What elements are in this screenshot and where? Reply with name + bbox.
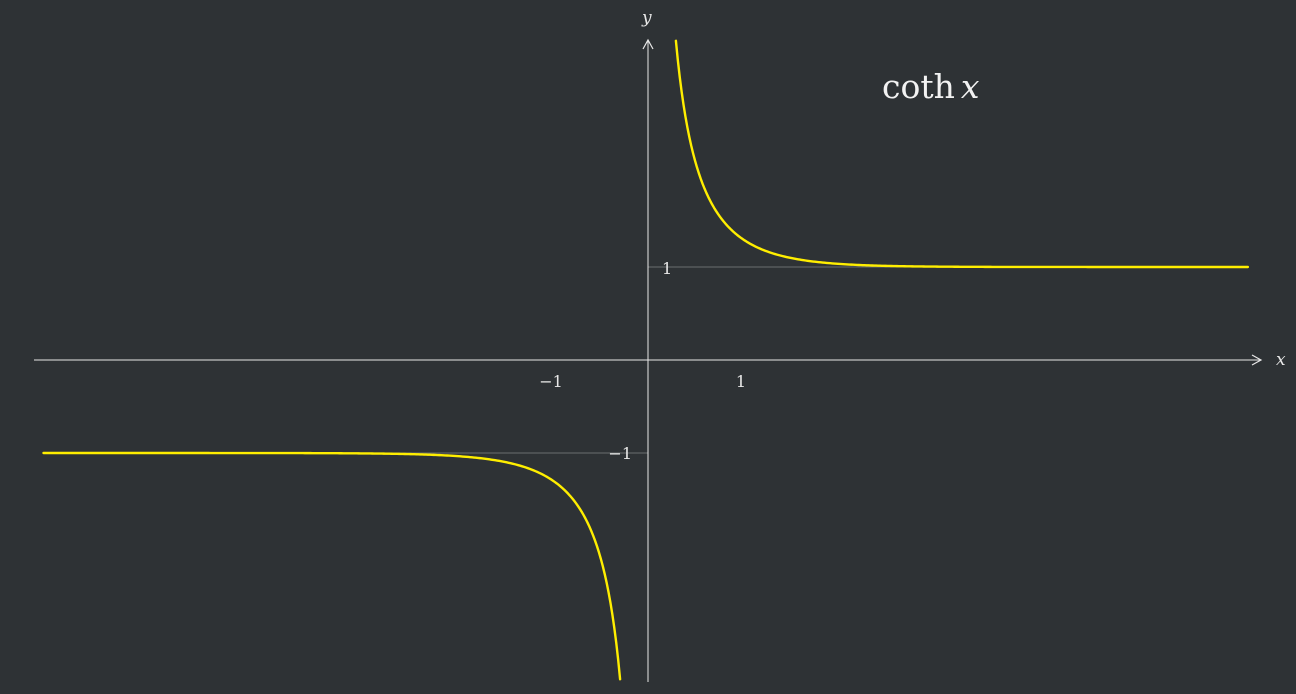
y-tick-label-neg1: −1 <box>608 444 632 463</box>
y-axis-label: y <box>641 8 652 28</box>
y-tick-label-1: 1 <box>662 259 672 278</box>
x-tick-label-neg1: −1 <box>539 372 563 391</box>
chart-title-fn: coth <box>882 67 955 106</box>
curve-positive-branch <box>674 39 1250 269</box>
x-axis-label: x <box>1276 350 1286 370</box>
curve-negative-branch <box>42 451 622 681</box>
x-tick-label-1: 1 <box>736 372 746 391</box>
chart-title-var: x <box>961 67 980 106</box>
chart-title: coth x <box>882 67 980 106</box>
